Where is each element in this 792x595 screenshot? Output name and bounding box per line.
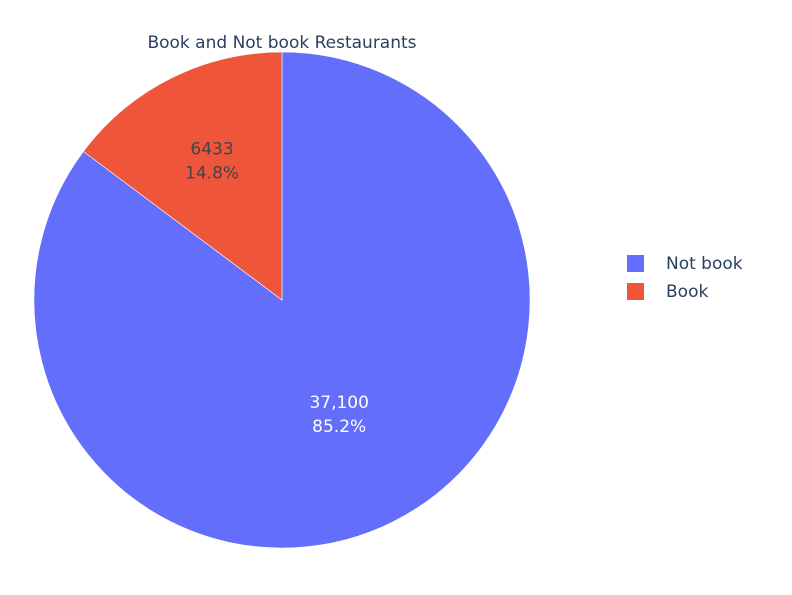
legend-item-book[interactable]: Book <box>627 282 708 302</box>
pie-slice-labels: 37,100 85.2% 6433 14.8% <box>185 139 369 437</box>
slice-value-label: 37,100 <box>309 393 368 413</box>
legend-label: Not book <box>666 254 743 274</box>
legend-swatch <box>627 283 644 300</box>
slice-percent-label: 85.2% <box>312 417 366 437</box>
pie-slice-book <box>83 51 283 301</box>
pie-slices <box>33 51 531 549</box>
slice-value-label: 6433 <box>190 139 233 159</box>
legend-swatch <box>627 255 644 272</box>
chart-title: Book and Not book Restaurants <box>147 33 416 53</box>
legend: Not book Book <box>627 254 743 302</box>
legend-label: Book <box>666 282 708 302</box>
slice-percent-label: 14.8% <box>185 163 239 183</box>
legend-item-not-book[interactable]: Not book <box>627 254 743 274</box>
